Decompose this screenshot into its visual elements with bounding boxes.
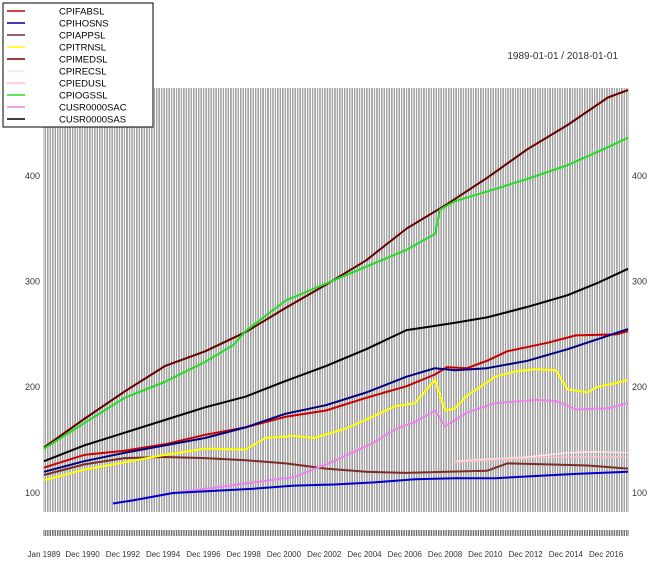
series-line-cpifabsl <box>43 330 629 469</box>
x-tick-label: Dec 2016 <box>589 550 624 559</box>
series-line-cpitrnsl <box>43 368 629 482</box>
series-line-cpimedsl <box>43 89 629 449</box>
series-line-cpiappsl <box>43 456 629 476</box>
y-tick-label-left: 200 <box>25 382 40 392</box>
legend-label: CPIAPPSL <box>59 31 105 42</box>
x-tick-label: Dec 2010 <box>468 550 503 559</box>
x-tick-label: Dec 1996 <box>186 550 221 559</box>
y-tick-label-right: 100 <box>632 488 647 498</box>
x-tick-label: Dec 1990 <box>65 550 100 559</box>
y-tick-label-right: 300 <box>632 276 647 286</box>
x-tick-label: Dec 2012 <box>508 550 543 559</box>
y-tick-label-right: 400 <box>632 171 647 181</box>
y-tick-label-left: 300 <box>25 276 40 286</box>
x-axis-ticks <box>43 530 629 536</box>
legend-label: CPITRNSL <box>59 43 106 54</box>
series-lines <box>43 89 629 505</box>
series-line-unlabeled <box>112 470 629 505</box>
legend-label: CPIEDUSL <box>59 79 107 90</box>
x-tick-label: Dec 2002 <box>307 550 342 559</box>
grid-lines <box>43 88 629 512</box>
series-line-cpihosns <box>43 328 629 473</box>
series-line-cpiedusl <box>455 456 628 464</box>
y-tick-label-left: 100 <box>25 488 40 498</box>
x-tick-label: Dec 1998 <box>227 550 262 559</box>
legend-label: CPIMEDSL <box>59 55 108 66</box>
x-tick-label: Dec 1994 <box>146 550 181 559</box>
legend-label: CPIOGSSL <box>59 91 108 102</box>
axes: 100 100 200 200 300 300 400 400 Jan 1989 Dec 1990… <box>25 171 647 559</box>
legend-label: CPIRECSL <box>59 67 107 78</box>
x-tick-label: Dec 2008 <box>428 550 463 559</box>
x-tick-label: Dec 2004 <box>347 550 382 559</box>
y-tick-label-left: 400 <box>25 171 40 181</box>
legend-label: CUSR0000SAC <box>59 103 127 114</box>
legend-label: CPIHOSNS <box>59 19 109 30</box>
series-line-cusr0000sac <box>112 398 629 505</box>
vertical-grid <box>43 88 629 512</box>
series-line-cpiogssl <box>43 136 629 450</box>
legend: CPIFABSLCPIHOSNSCPIAPPSLCPITRNSLCPIMEDSL… <box>2 2 154 128</box>
legend-label: CPIFABSL <box>59 7 104 18</box>
x-tick-label: Dec 2000 <box>267 550 302 559</box>
x-tick-label: Dec 2014 <box>549 550 584 559</box>
y-tick-label-right: 200 <box>632 382 647 392</box>
x-tick-label: Jan 1989 <box>28 550 61 559</box>
legend-label: CUSR0000SAS <box>59 115 126 126</box>
series-line-cpirecsl <box>455 450 629 462</box>
x-tick-label: Dec 1992 <box>106 550 141 559</box>
date-range-label: 1989-01-01 / 2018-01-01 <box>507 51 618 62</box>
x-tick-label: Dec 2006 <box>388 550 423 559</box>
legend-box <box>2 2 154 128</box>
series-line-cusr0000sas <box>43 267 629 463</box>
